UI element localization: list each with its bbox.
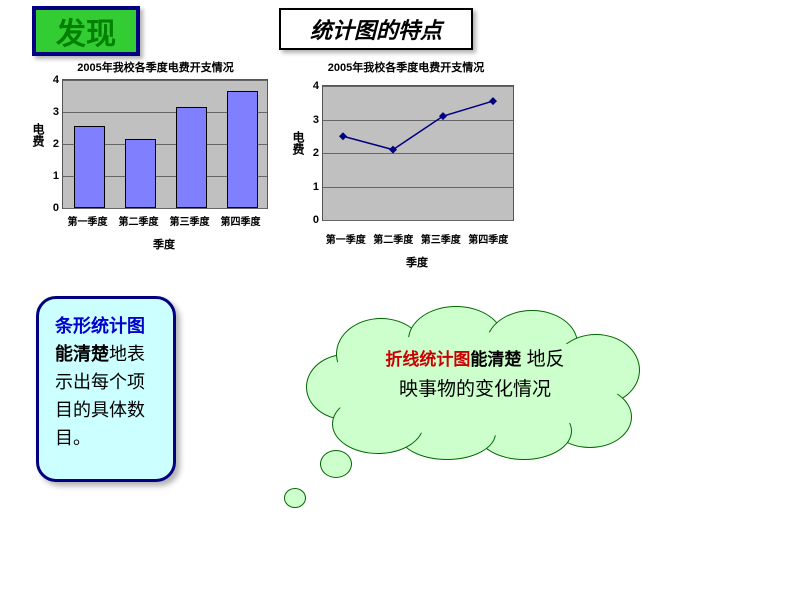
line-desc-rest1: 地反: [527, 349, 565, 370]
thought-bubble-2: [284, 488, 306, 508]
line-chart-xtick: 第一季度: [326, 231, 366, 246]
bar-chart-ytick: 2: [53, 138, 63, 150]
line-chart-ytick: 0: [313, 214, 323, 226]
bar-chart-plot: 01234: [62, 79, 268, 209]
bar-desc-box: 条形统计图能清楚地表示出每个项目的具体数目。: [36, 296, 176, 482]
line-chart-ytick: 2: [313, 147, 323, 159]
bar: [74, 126, 105, 208]
line-chart: 2005年我校各季度电费开支情况 电费 01234 第一季度第二季度第三季度第四…: [298, 59, 518, 270]
bar-chart-ylabel: 电费: [30, 123, 47, 147]
main-title: 统计图的特点: [310, 13, 442, 45]
line-chart-ytick: 1: [313, 181, 323, 193]
line-chart-ytick: 3: [313, 114, 323, 126]
line-chart-xlabels: 第一季度第二季度第三季度第四季度: [322, 231, 512, 246]
bar-chart-title: 2005年我校各季度电费开支情况: [48, 59, 263, 75]
bar-desc-strong1: 条形统计图: [55, 316, 145, 336]
bar-chart-ytick: 4: [53, 74, 63, 86]
bar-chart-xtick: 第一季度: [68, 213, 108, 228]
line-chart-title: 2005年我校各季度电费开支情况: [306, 59, 506, 75]
line-chart-plot: 01234: [322, 85, 514, 221]
line-desc-strong1: 折线统计图: [385, 350, 470, 369]
bar-chart-ytick: 3: [53, 106, 63, 118]
line-desc-cloud: 折线统计图能清楚 地反映事物的变化情况: [260, 300, 660, 540]
thought-bubble-1: [320, 450, 352, 478]
bar-chart-xtick: 第四季度: [221, 213, 261, 228]
line-chart-ytick: 4: [313, 80, 323, 92]
line-desc-text: 折线统计图能清楚 地反映事物的变化情况: [330, 345, 620, 406]
discover-label: 发现: [56, 9, 116, 53]
line-chart-xtick: 第四季度: [468, 231, 508, 246]
bar-chart-xlabels: 第一季度第二季度第三季度第四季度: [62, 213, 266, 228]
bar: [176, 107, 207, 208]
main-title-box: 统计图的特点: [279, 8, 473, 50]
bar-chart-ytick: 1: [53, 170, 63, 182]
bar: [227, 91, 258, 208]
discover-box: 发现: [32, 6, 140, 56]
bar-chart-ytick: 0: [53, 202, 63, 214]
line-desc-rest2: 映事物的变化情况: [399, 379, 551, 400]
line-chart-svg: [323, 86, 513, 220]
bar: [125, 139, 156, 208]
bar-chart-xtick: 第二季度: [119, 213, 159, 228]
line-chart-xlabel: 季度: [322, 254, 512, 270]
bar-chart-xlabel: 季度: [62, 236, 266, 252]
line-chart-xtick: 第二季度: [373, 231, 413, 246]
line-chart-xtick: 第三季度: [421, 231, 461, 246]
line-desc-strong2: 能清楚: [470, 350, 521, 369]
bar-chart: 2005年我校各季度电费开支情况 电费 01234 第一季度第二季度第三季度第四…: [38, 59, 268, 252]
bar-desc-strong2: 能清楚: [55, 344, 109, 364]
bar-chart-xtick: 第三季度: [170, 213, 210, 228]
line-chart-ylabel: 电费: [290, 131, 307, 155]
